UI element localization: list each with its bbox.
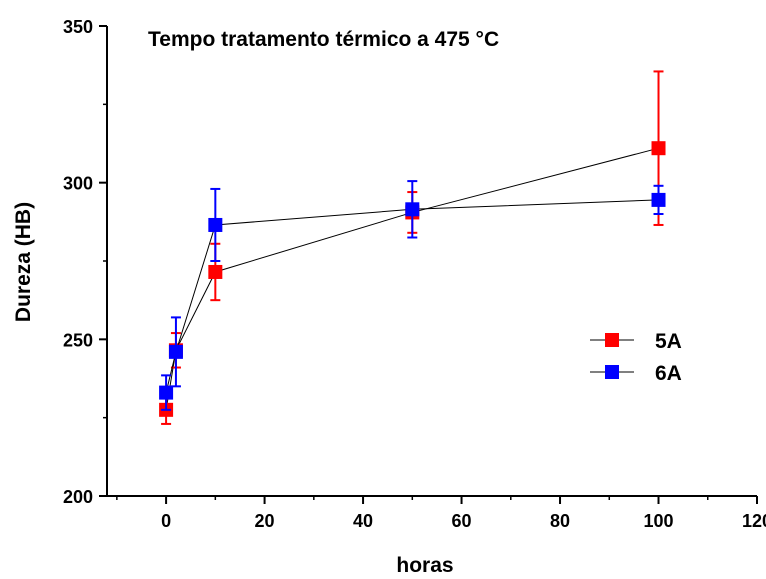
data-point <box>208 217 223 232</box>
series-5A <box>159 70 666 425</box>
series <box>159 70 666 425</box>
data-point <box>208 264 223 279</box>
data-point <box>159 385 174 400</box>
x-tick-label: 100 <box>643 511 673 531</box>
x-tick-label: 40 <box>353 511 373 531</box>
x-tick-label: 0 <box>161 511 171 531</box>
y-axis-title: Dureza (HB) <box>12 202 35 322</box>
y-tick-label: 250 <box>63 330 93 350</box>
legend-label: 6A <box>655 362 682 385</box>
y-tick-label: 200 <box>63 487 93 507</box>
data-point <box>405 202 420 217</box>
data-point <box>651 192 666 207</box>
legend-item-5A: 5A <box>590 330 682 353</box>
series-6A <box>159 180 666 411</box>
legend-label: 5A <box>655 330 682 353</box>
x-tick-label: 120 <box>742 511 766 531</box>
x-tick-label: 20 <box>255 511 275 531</box>
legend-marker <box>605 365 619 379</box>
x-axis-title: horas <box>396 554 453 577</box>
ticks: 0 20 40 60 80 100 120 200 250 300 350 <box>63 17 766 531</box>
x-tick-label: 60 <box>452 511 472 531</box>
legend-item-6A: 6A <box>590 362 682 385</box>
y-tick-label: 300 <box>63 174 93 194</box>
x-tick-label: 80 <box>550 511 570 531</box>
legend-marker <box>605 333 619 347</box>
data-point <box>651 141 666 156</box>
chart-title: Tempo tratamento térmico a 475 °C <box>148 28 499 51</box>
y-tick-label: 350 <box>63 17 93 37</box>
data-point <box>168 344 183 359</box>
